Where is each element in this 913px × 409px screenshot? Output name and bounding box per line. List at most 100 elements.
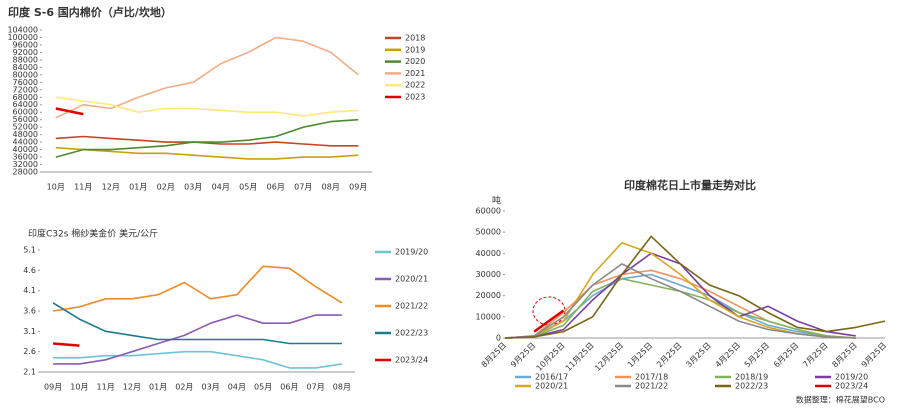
y-tick-label: 60000: [476, 207, 501, 216]
y-tick-label: 40000: [13, 145, 38, 154]
series-line: [55, 96, 359, 117]
chart-title: 印度棉花日上市量走势对比: [624, 178, 756, 192]
legend-label: 2023/24: [395, 356, 428, 365]
legend-label: 2020/21: [395, 275, 428, 284]
series-line: [53, 350, 343, 369]
series-line: [504, 277, 856, 339]
chart-title: 印度C32s 棉纱美金价 美元/公斤: [28, 228, 158, 240]
series-line: [504, 235, 886, 339]
y-tick-label: 88000: [13, 55, 38, 64]
x-tick-label: 08月: [333, 383, 351, 392]
legend-label: 2020/21: [535, 382, 568, 391]
series-line: [504, 263, 856, 339]
y-tick-label: 64000: [13, 100, 38, 109]
x-tick-label: 09月: [44, 383, 62, 392]
x-tick-label: 09月: [349, 183, 367, 192]
y-tick-label: 40000: [476, 249, 501, 258]
series-line: [55, 146, 359, 160]
x-tick-label: 10月25日: [535, 341, 567, 373]
y-tick-label: 3.6: [23, 307, 36, 316]
y-tick-label: 4.1: [23, 286, 36, 295]
x-tick-label: 4月25日: [714, 341, 742, 369]
x-tick-label: 6月25日: [772, 341, 800, 369]
y-tick-label: 28000: [13, 168, 38, 177]
x-tick-label: 2月25日: [655, 341, 683, 369]
series-line: [533, 309, 565, 333]
series-line: [52, 265, 343, 312]
x-tick-label: 11月: [97, 383, 115, 392]
y-tick-label: 100000: [7, 33, 38, 42]
legend-label: 2019/20: [835, 373, 868, 382]
y-tick-label: 0: [496, 334, 501, 343]
x-tick-label: 01月: [129, 183, 147, 192]
legend-label: 2018: [405, 34, 425, 43]
series-line: [53, 314, 342, 365]
y-tick-label: 3.1: [23, 327, 36, 336]
x-tick-label: 07月: [307, 383, 325, 392]
x-tick-label: 11月: [74, 183, 92, 192]
x-tick-label: 06月: [267, 183, 285, 192]
y-tick-label: 68000: [13, 93, 38, 102]
y-tick-label: 44000: [13, 138, 38, 147]
y-tick-label: 52000: [13, 123, 38, 132]
series-line: [52, 302, 342, 345]
x-tick-label: 04月: [228, 383, 246, 392]
series-line: [55, 36, 359, 119]
y-tick-label: 30000: [476, 270, 501, 279]
y-tick-label: 80000: [13, 70, 38, 79]
x-tick-label: 05月: [239, 183, 257, 192]
x-tick-label: 08月: [322, 183, 340, 192]
series-line: [504, 252, 856, 339]
x-tick-label: 8月25日: [830, 341, 858, 369]
legend-label: 2020: [405, 57, 425, 66]
x-tick-label: 12月25日: [593, 341, 625, 373]
x-tick-label: 03月: [184, 183, 202, 192]
legend-label: 2019/20: [395, 248, 428, 257]
legend-label: 2016/17: [535, 373, 568, 382]
y-tick-label: 76000: [13, 78, 38, 87]
x-tick-label: 10月: [70, 383, 88, 392]
legend-label: 2023/24: [835, 382, 868, 391]
legend-label: 2022: [405, 81, 425, 90]
x-tick-label: 5月25日: [743, 341, 771, 369]
y-tick-label: 2.1: [23, 368, 36, 377]
y-tick-label: 84000: [13, 63, 38, 72]
chart-title: 印度 S-6 国内棉价（卢比/坎地）: [8, 5, 172, 19]
series-line: [55, 118, 359, 158]
y-axis-label: 吨: [492, 195, 501, 207]
x-tick-label: 02月: [157, 183, 175, 192]
x-tick-label: 04月: [212, 183, 230, 192]
y-tick-label: 2.6: [23, 347, 36, 356]
series-line: [53, 342, 80, 347]
x-tick-label: 06月: [280, 383, 298, 392]
legend-label: 2021: [405, 69, 425, 78]
x-tick-label: 3月25日: [684, 341, 712, 369]
x-tick-label: 7月25日: [801, 341, 829, 369]
y-tick-label: 60000: [13, 108, 38, 117]
legend-label: 2022/23: [395, 329, 428, 338]
y-tick-label: 50000: [476, 228, 501, 237]
x-tick-label: 1月25日: [626, 341, 654, 369]
y-tick-label: 10000: [476, 312, 501, 321]
y-tick-label: 72000: [13, 85, 38, 94]
x-tick-label: 12月: [123, 383, 141, 392]
legend-label: 2017/18: [635, 373, 668, 382]
legend-label: 2023: [405, 93, 425, 102]
x-tick-label: 9月25日: [860, 341, 888, 369]
y-tick-label: 32000: [13, 160, 38, 169]
x-tick-label: 03月: [202, 383, 220, 392]
x-tick-label: 10月: [47, 183, 65, 192]
y-tick-label: 5.1: [23, 246, 36, 255]
y-tick-label: 96000: [13, 40, 38, 49]
legend-label: 2019: [405, 45, 425, 54]
legend-label: 2018/19: [735, 373, 768, 382]
x-tick-label: 9月25日: [509, 341, 537, 369]
y-tick-label: 48000: [13, 130, 38, 139]
x-tick-label: 07月: [294, 183, 312, 192]
y-tick-label: 104000: [7, 26, 38, 35]
x-tick-label: 05月: [254, 383, 272, 392]
legend-label: 2022/23: [735, 382, 768, 391]
x-tick-label: 01月: [149, 383, 167, 392]
